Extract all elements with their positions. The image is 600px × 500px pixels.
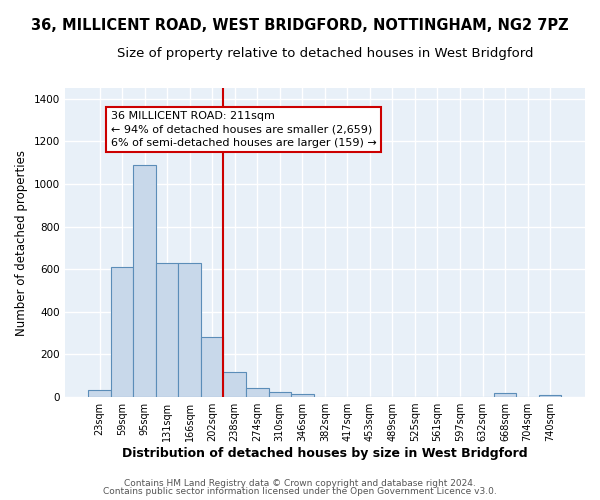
X-axis label: Distribution of detached houses by size in West Bridgford: Distribution of detached houses by size …	[122, 447, 527, 460]
Bar	[246, 388, 269, 397]
Y-axis label: Number of detached properties: Number of detached properties	[15, 150, 28, 336]
Title: Size of property relative to detached houses in West Bridgford: Size of property relative to detached ho…	[116, 48, 533, 60]
Bar	[88, 390, 111, 397]
Bar	[223, 372, 246, 397]
Bar	[269, 392, 291, 397]
Text: Contains public sector information licensed under the Open Government Licence v3: Contains public sector information licen…	[103, 487, 497, 496]
Bar	[201, 338, 223, 397]
Bar	[178, 262, 201, 397]
Text: Contains HM Land Registry data © Crown copyright and database right 2024.: Contains HM Land Registry data © Crown c…	[124, 478, 476, 488]
Bar	[494, 393, 516, 397]
Text: 36 MILLICENT ROAD: 211sqm
← 94% of detached houses are smaller (2,659)
6% of sem: 36 MILLICENT ROAD: 211sqm ← 94% of detac…	[111, 112, 377, 148]
Bar	[156, 262, 178, 397]
Text: 36, MILLICENT ROAD, WEST BRIDGFORD, NOTTINGHAM, NG2 7PZ: 36, MILLICENT ROAD, WEST BRIDGFORD, NOTT…	[31, 18, 569, 32]
Bar	[539, 394, 562, 397]
Bar	[111, 267, 133, 397]
Bar	[291, 394, 314, 397]
Bar	[133, 165, 156, 397]
